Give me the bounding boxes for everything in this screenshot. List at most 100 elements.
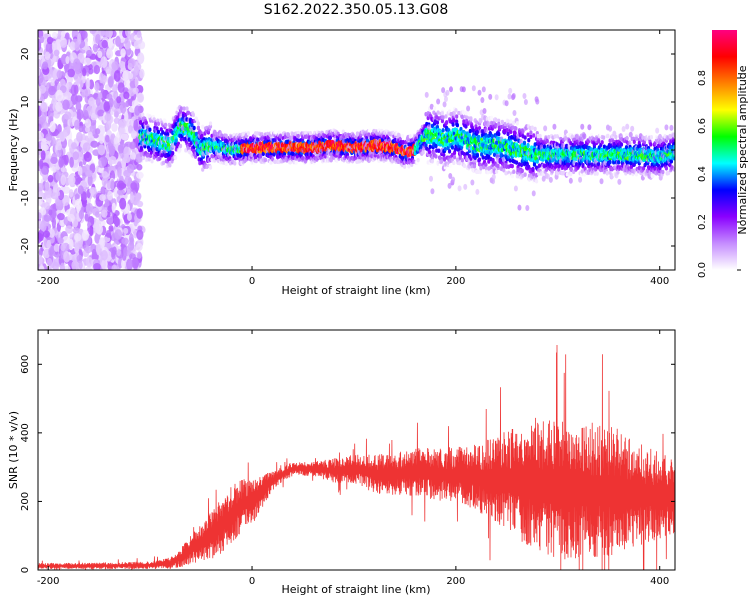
heatmap-cell (133, 119, 139, 132)
heatmap-cell (433, 161, 437, 166)
heatmap-cell (451, 122, 455, 127)
heatmap-cell (136, 208, 143, 219)
heatmap-cell (113, 111, 119, 118)
heatmap-cell (132, 87, 139, 95)
heatmap-cell (38, 68, 41, 77)
heatmap-cell (107, 37, 113, 49)
heatmap-cell (295, 138, 300, 143)
heatmap-cell (84, 118, 92, 128)
heatmap-cell (76, 254, 83, 264)
heatmap-cell (136, 200, 144, 208)
heatmap-cell (442, 101, 447, 108)
heatmap-cell (71, 260, 78, 270)
heatmap-cell (85, 77, 91, 90)
heatmap-cell (120, 101, 127, 114)
heatmap-cell (450, 145, 455, 150)
heatmap-cell (512, 110, 517, 117)
heatmap-cell (513, 130, 517, 136)
heatmap-cell (510, 163, 514, 169)
heatmap-cell (121, 237, 129, 245)
heatmap-cell (82, 67, 87, 77)
heatmap-cell (495, 140, 499, 145)
heatmap-cell (426, 124, 431, 131)
heatmap-cell (436, 110, 440, 115)
heatmap-cell (104, 30, 110, 38)
heatmap-cell (148, 127, 152, 132)
heatmap-cell (201, 124, 205, 129)
heatmap-cell (477, 89, 482, 96)
heatmap-cell (90, 140, 99, 148)
heatmap-cell (224, 161, 228, 166)
heatmap-cell (494, 117, 498, 123)
heatmap-cell (482, 107, 487, 114)
heatmap-cell (109, 97, 114, 108)
heatmap-cell (124, 111, 129, 122)
heatmap-cell (103, 101, 111, 112)
heatmap-cell (452, 118, 456, 123)
heatmap-cell (60, 174, 67, 186)
heatmap-cell (38, 199, 42, 207)
heatmap-cell (441, 128, 445, 133)
heatmap-cell (49, 121, 56, 133)
heatmap-cell (43, 230, 51, 238)
heatmap-cell (105, 229, 112, 238)
heatmap-cell (185, 106, 189, 111)
heatmap-cell (127, 57, 136, 68)
heatmap-cell (513, 185, 518, 192)
heatmap-cell (163, 118, 167, 124)
heatmap-cell (73, 84, 79, 95)
heatmap-cell (130, 182, 138, 190)
heatmap-cell (57, 237, 64, 244)
heatmap-cell (296, 133, 300, 139)
heatmap-cell (471, 128, 475, 133)
heatmap-cell (526, 143, 530, 149)
heatmap-cell (161, 160, 166, 166)
heatmap-cell (525, 205, 530, 212)
heatmap-cell (62, 235, 71, 244)
heatmap-cell (38, 58, 42, 68)
heatmap-cell (51, 137, 57, 147)
heatmap-cell (75, 101, 82, 112)
heatmap-cell (430, 159, 435, 164)
heatmap-cell (48, 209, 53, 216)
heatmap-cell (496, 163, 500, 169)
heatmap-cell (457, 110, 461, 116)
heatmap-marks (38, 30, 675, 270)
heatmap-cell (118, 118, 127, 129)
heatmap-cell (83, 57, 92, 66)
heatmap-cell (90, 113, 98, 121)
heatmap-cell (475, 153, 479, 158)
heatmap-cell (94, 82, 100, 92)
heatmap-cell (477, 157, 482, 162)
heatmap-cell (208, 121, 213, 126)
heatmap-cell (84, 213, 89, 222)
heatmap-cell (101, 259, 108, 270)
heatmap-cell (38, 132, 45, 140)
heatmap-cell (73, 233, 82, 242)
heatmap-cell (89, 225, 94, 237)
heatmap-cell (42, 61, 49, 70)
heatmap-cell (432, 106, 437, 111)
heatmap-cell (46, 36, 54, 45)
heatmap-cell (457, 160, 462, 166)
heatmap-cell (495, 169, 499, 174)
heatmap-cell (104, 134, 110, 143)
heatmap-cell (120, 133, 129, 141)
heatmap-cell (509, 119, 513, 124)
heatmap-cell (139, 68, 145, 79)
heatmap-cell (113, 117, 120, 124)
heatmap-cell (186, 110, 191, 115)
heatmap-cell (445, 89, 450, 96)
heatmap-cell (510, 173, 514, 179)
heatmap-cell (135, 193, 141, 202)
heatmap-cell (113, 217, 121, 227)
heatmap-cell (82, 30, 88, 39)
heatmap-cell (123, 247, 128, 257)
heatmap-cell (129, 233, 134, 244)
heatmap-cell (76, 131, 83, 143)
heatmap-cell (60, 39, 68, 48)
heatmap-cell (461, 86, 466, 93)
heatmap-cell (263, 157, 268, 163)
heatmap-cell (481, 155, 485, 160)
